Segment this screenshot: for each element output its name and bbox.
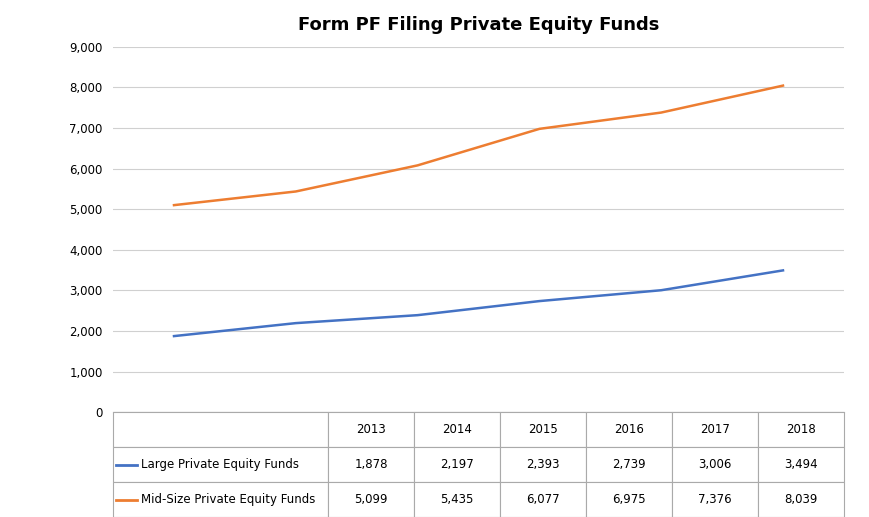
Text: Large Private Equity Funds: Large Private Equity Funds xyxy=(141,458,299,471)
Title: Form PF Filing Private Equity Funds: Form PF Filing Private Equity Funds xyxy=(297,16,659,34)
Text: Mid-Size Private Equity Funds: Mid-Size Private Equity Funds xyxy=(141,493,315,506)
